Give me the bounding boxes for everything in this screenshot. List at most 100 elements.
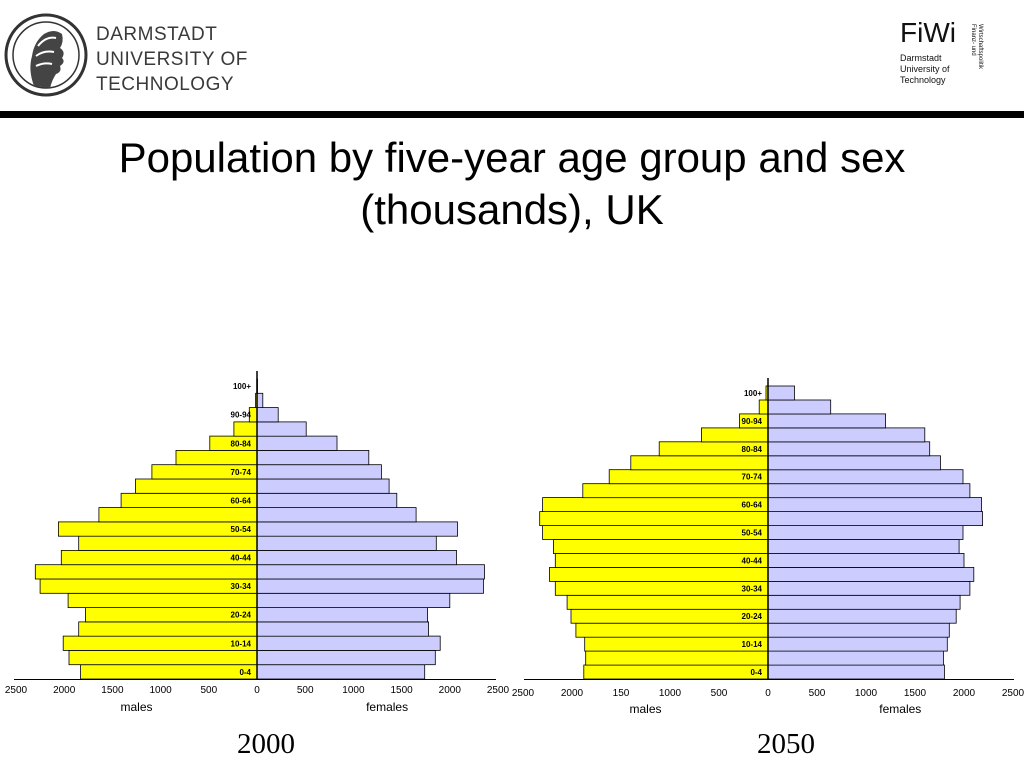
female-bar-40-44 (767, 552, 965, 568)
x-tick-label: 150 (613, 688, 630, 699)
slide-title: Population by five-year age group and se… (0, 132, 1024, 236)
x-tick-label: 1500 (101, 685, 124, 696)
chart-year-label-2050: 2050 (757, 728, 815, 760)
female-bar-45-49 (767, 539, 960, 554)
female-bar-95-99 (767, 399, 832, 415)
female-bar-0-4 (767, 664, 945, 680)
fiwi-vertical-caption: Finanz- und Wirtschaftspolitik (970, 24, 983, 70)
male-bar-30-34 (554, 580, 769, 596)
female-bar-30-34 (256, 578, 484, 594)
female-bar-55-59 (256, 507, 417, 523)
female-bar-35-39 (256, 564, 485, 580)
x-axis-label-females: females (879, 702, 921, 716)
x-tick-label: 500 (200, 685, 217, 696)
female-bar-10-14 (767, 636, 948, 652)
fiwi-subtitle-line: Technology (900, 75, 946, 85)
female-bar-60-64 (767, 497, 983, 513)
female-bar-65-69 (256, 478, 390, 494)
female-bar-15-19 (256, 621, 430, 637)
university-seal-logo (4, 13, 88, 97)
male-bar-60-64 (542, 497, 769, 513)
male-bar-40-44 (554, 552, 769, 568)
x-tick-label: 1000 (659, 688, 682, 699)
female-bar-40-44 (256, 549, 457, 566)
male-bar-75-79 (630, 455, 769, 471)
header-divider (0, 111, 1024, 118)
male-bar-65-69 (582, 483, 769, 499)
male-bar-45-49 (553, 539, 769, 554)
female-bar-25-29 (767, 594, 961, 610)
x-tick-label: 2500 (487, 685, 510, 696)
female-bar-80-84 (256, 435, 338, 451)
female-bar-0-4 (256, 664, 426, 680)
male-bar-10-14 (584, 636, 769, 652)
age-tick-label: 70-74 (742, 473, 763, 482)
female-bar-50-54 (256, 521, 458, 537)
male-bar-5-9 (585, 650, 769, 666)
age-tick-label: 80-84 (231, 439, 252, 448)
female-bar-70-74 (256, 464, 382, 480)
age-tick-label: 70-74 (231, 468, 252, 477)
fiwi-vertical-line: Finanz- und (970, 24, 976, 56)
female-bar-90-94 (767, 413, 886, 429)
x-tick-label: 500 (809, 688, 826, 699)
x-tick-label: 2000 (53, 685, 76, 696)
male-bar-95-99 (758, 399, 769, 415)
male-bar-65-69 (135, 478, 258, 494)
age-tick-label: 60-64 (742, 501, 763, 510)
university-name-line: TECHNOLOGY (96, 74, 235, 95)
male-bar-25-29 (566, 594, 769, 610)
male-bar-15-19 (575, 622, 769, 638)
fiwi-subtitle-line: Darmstadt (900, 53, 942, 63)
slide-title-line: Population by five-year age group and se… (118, 134, 906, 181)
female-bar-55-59 (767, 511, 984, 527)
male-bar-75-79 (175, 450, 258, 466)
female-bar-20-24 (256, 607, 429, 623)
age-tick-label: 30-34 (231, 582, 252, 591)
fiwi-logo: FiWi Darmstadt University of Technology (900, 18, 956, 86)
male-bar-45-49 (78, 535, 258, 551)
age-tick-label: 50-54 (742, 529, 763, 538)
age-tick-label: 50-54 (231, 525, 252, 534)
x-tick-label: 0 (765, 688, 771, 699)
male-bar-5-9 (68, 649, 258, 666)
x-tick-label: 1500 (390, 685, 413, 696)
male-bar-15-19 (78, 621, 258, 637)
male-bar-10-14 (62, 635, 258, 651)
age-tick-label: 90-94 (742, 417, 763, 426)
female-bar-95-99 (256, 392, 264, 408)
female-bar-75-79 (256, 450, 370, 466)
male-bar-0-4 (583, 664, 769, 680)
age-tick-label: 90-94 (231, 411, 252, 420)
x-tick-label: 2500 (5, 685, 28, 696)
x-axis-label-males: males (120, 700, 152, 714)
female-bar-5-9 (256, 649, 436, 666)
x-tick-label: 500 (711, 688, 728, 699)
x-tick-label: 1000 (855, 688, 878, 699)
age-tick-label: 20-24 (742, 612, 763, 621)
x-tick-label: 0 (254, 685, 260, 696)
age-tick-label: 10-14 (231, 639, 252, 648)
female-bar-90-94 (256, 407, 279, 423)
female-bar-20-24 (767, 608, 957, 624)
fiwi-title: FiWi (900, 17, 956, 48)
male-bar-55-59 (539, 511, 769, 527)
age-tick-label: 20-24 (231, 611, 252, 620)
female-bar-75-79 (767, 455, 941, 471)
age-tick-label: 80-84 (742, 445, 763, 454)
female-bar-65-69 (767, 483, 971, 499)
female-bar-5-9 (767, 650, 944, 666)
male-bar-30-34 (39, 578, 258, 594)
x-axis-label-females: females (366, 700, 408, 714)
age-tick-label: 10-14 (742, 640, 763, 649)
age-tick-label: 60-64 (231, 496, 252, 505)
x-tick-label: 1000 (342, 685, 365, 696)
x-tick-label: 2000 (561, 688, 584, 699)
age-tick-label: 40-44 (742, 556, 763, 565)
x-axis-label-males: males (629, 702, 661, 716)
age-tick-label: 0-4 (239, 668, 251, 677)
x-tick-label: 2000 (439, 685, 462, 696)
age-tick-label: 0-4 (750, 668, 762, 677)
male-bar-85-89 (233, 421, 258, 437)
x-tick-label: 500 (297, 685, 314, 696)
